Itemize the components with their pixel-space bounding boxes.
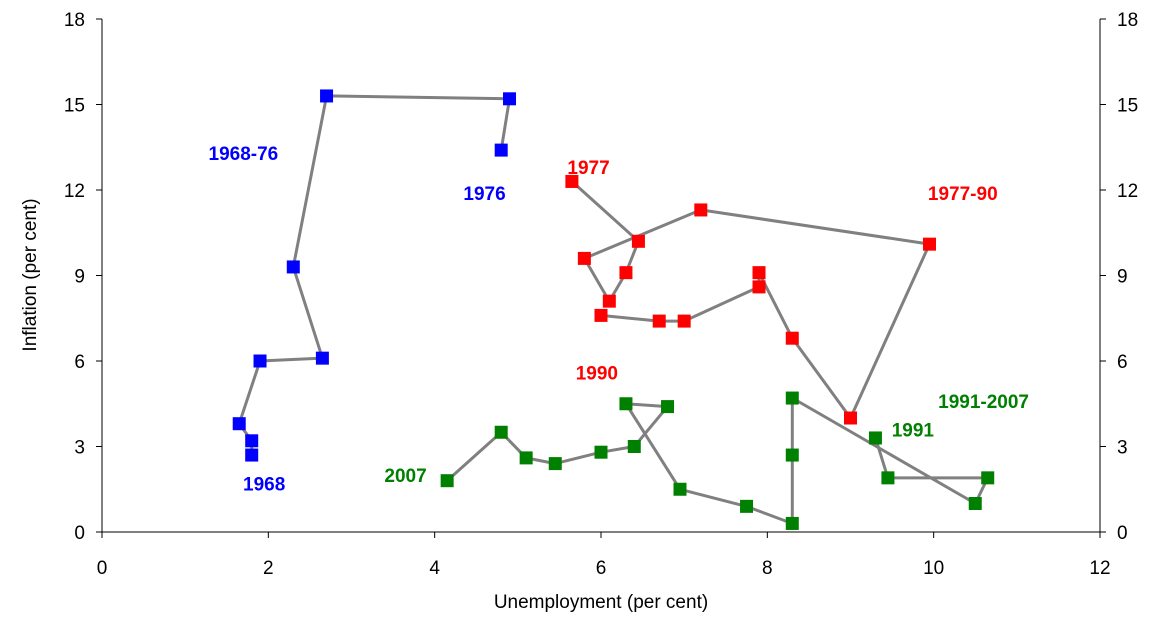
- y-tick-label-left: 12: [64, 181, 85, 202]
- data-point: [652, 314, 666, 328]
- y-ticks-left: 0 3 6 9 12 15 18: [64, 10, 102, 544]
- data-point: [503, 92, 517, 106]
- data-point: [232, 417, 246, 431]
- data-point: [253, 354, 267, 368]
- data-point: [565, 174, 579, 188]
- data-point: [315, 351, 329, 365]
- series-lines: [237, 94, 990, 525]
- x-tick-label: 8: [762, 558, 773, 579]
- annotation-label: 1991-2007: [938, 392, 1029, 413]
- annotation-label: 1990: [576, 363, 618, 384]
- y-tick-label-left: 15: [64, 96, 85, 117]
- series-line: [570, 180, 931, 420]
- series-points: [232, 89, 995, 530]
- y-tick-label-right: 15: [1117, 96, 1138, 117]
- data-point: [752, 280, 766, 294]
- x-tick-label: 10: [923, 558, 944, 579]
- y-tick-label-right: 9: [1117, 267, 1128, 288]
- y-tick-label-left: 0: [74, 523, 85, 544]
- data-point: [619, 397, 633, 411]
- data-point: [245, 434, 259, 448]
- y-tick-label-right: 3: [1117, 438, 1128, 459]
- x-tick-label: 4: [429, 558, 440, 579]
- y-tick-label-left: 6: [74, 352, 85, 373]
- y-tick-label-right: 0: [1117, 523, 1128, 544]
- data-point: [627, 440, 641, 453]
- data-point: [631, 234, 645, 248]
- y-tick-label-right: 6: [1117, 352, 1128, 373]
- data-point: [752, 266, 766, 280]
- x-axis-title: Unemployment (per cent): [494, 592, 708, 613]
- annotation-label: 1968-76: [209, 144, 279, 165]
- x-tick-label: 0: [97, 558, 108, 579]
- data-point: [785, 331, 799, 345]
- x-tick-label: 6: [596, 558, 607, 579]
- data-point: [673, 482, 687, 496]
- data-point: [785, 448, 799, 462]
- y-tick-label-right: 18: [1117, 10, 1138, 31]
- data-point: [440, 474, 454, 488]
- data-point: [494, 143, 508, 157]
- data-point: [577, 251, 591, 265]
- data-point: [923, 237, 937, 251]
- data-point: [694, 203, 708, 217]
- annotation-label: 1968: [243, 475, 285, 496]
- y-tick-label-right: 12: [1117, 181, 1138, 202]
- y-tick-label-left: 3: [74, 438, 85, 459]
- data-point: [677, 314, 691, 328]
- data-point: [548, 457, 562, 471]
- y-tick-label-left: 18: [64, 10, 85, 31]
- annotation-label: 1976: [463, 184, 505, 205]
- data-point: [740, 499, 754, 513]
- data-point: [785, 391, 799, 405]
- data-point: [868, 431, 882, 445]
- data-point: [245, 448, 259, 462]
- annotation-label: 1977: [567, 158, 609, 179]
- data-point: [881, 471, 895, 485]
- data-point: [602, 294, 616, 308]
- data-point: [594, 445, 608, 459]
- x-ticks: 0 2 4 6 8 10 12: [97, 532, 1111, 579]
- y-ticks-right: 0 3 6 9 12 15 18: [1100, 10, 1138, 544]
- x-tick-label: 2: [263, 558, 274, 579]
- annotation-label: 2007: [384, 466, 426, 487]
- data-point: [968, 497, 982, 510]
- x-tick-label: 12: [1089, 558, 1110, 579]
- annotation-label: 1977-90: [928, 184, 998, 205]
- annotation-label: 1991: [892, 420, 935, 441]
- data-point: [286, 260, 300, 274]
- data-point: [785, 516, 799, 530]
- series-line: [237, 94, 511, 455]
- data-point: [661, 400, 675, 414]
- data-point: [519, 451, 533, 465]
- annotations: 1968-76 1976 1968 1977 1977-90 1990 1991-20071…: [209, 144, 1029, 496]
- y-axis-title: Inflation (per cent): [20, 198, 41, 351]
- data-point: [844, 411, 857, 425]
- data-point: [619, 266, 633, 280]
- data-point: [494, 425, 508, 439]
- y-tick-label-left: 9: [74, 267, 85, 288]
- data-point: [981, 471, 995, 485]
- data-point: [594, 308, 608, 322]
- data-point: [320, 89, 334, 103]
